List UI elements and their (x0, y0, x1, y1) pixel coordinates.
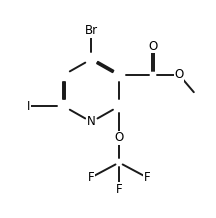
Text: O: O (149, 40, 158, 53)
Text: O: O (114, 131, 124, 144)
Text: Br: Br (85, 24, 98, 37)
Text: I: I (27, 100, 30, 113)
Text: N: N (87, 115, 96, 128)
Text: O: O (175, 68, 184, 81)
Text: F: F (143, 171, 150, 184)
Text: F: F (116, 183, 122, 196)
Text: F: F (88, 171, 95, 184)
